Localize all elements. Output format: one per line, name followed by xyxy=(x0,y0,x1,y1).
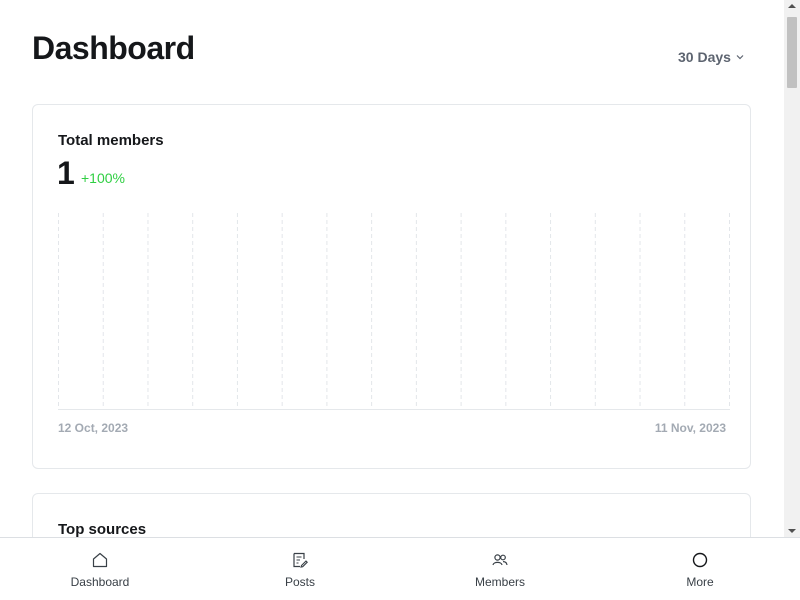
top-sources-card: Top sources xyxy=(32,493,751,537)
more-icon xyxy=(692,552,708,568)
card-title: Total members xyxy=(58,132,164,149)
members-icon xyxy=(492,554,508,566)
chevron-down-icon xyxy=(736,55,744,60)
home-icon xyxy=(92,552,108,568)
nav-posts[interactable]: Posts xyxy=(200,538,400,600)
page-title: Dashboard xyxy=(32,30,195,66)
chart-end-date: 11 Nov, 2023 xyxy=(654,421,726,435)
nav-label: Members xyxy=(474,575,525,589)
members-delta-badge: +100% xyxy=(81,170,125,186)
nav-dashboard[interactable]: Dashboard xyxy=(0,538,200,600)
nav-label: Dashboard xyxy=(70,575,130,589)
posts-icon xyxy=(293,552,308,568)
total-members-card: Total members 1 +100% 12 Oct, 2023 11 No… xyxy=(32,104,751,469)
total-members-value: 1 xyxy=(57,155,75,191)
date-range-select[interactable]: 30 Days xyxy=(678,49,744,65)
nav-label: More xyxy=(686,575,714,589)
dashboard-page: Dashboard 30 Days Total members 1 +100% … xyxy=(32,30,751,537)
nav-label: Posts xyxy=(284,575,315,589)
members-line-chart xyxy=(58,213,730,410)
scroll-up-arrow-icon[interactable] xyxy=(788,4,796,8)
nav-members[interactable]: Members xyxy=(400,538,600,600)
scroll-thumb[interactable] xyxy=(787,17,797,88)
date-range-label: 30 Days xyxy=(678,49,731,65)
chart-start-date: 12 Oct, 2023 xyxy=(58,421,129,435)
vertical-scrollbar[interactable] xyxy=(784,0,800,537)
card-title: Top sources xyxy=(58,521,147,537)
scroll-down-arrow-icon[interactable] xyxy=(788,529,796,533)
nav-more[interactable]: More xyxy=(600,538,800,600)
bottom-navigation: Dashboard Posts Members More xyxy=(0,537,800,600)
